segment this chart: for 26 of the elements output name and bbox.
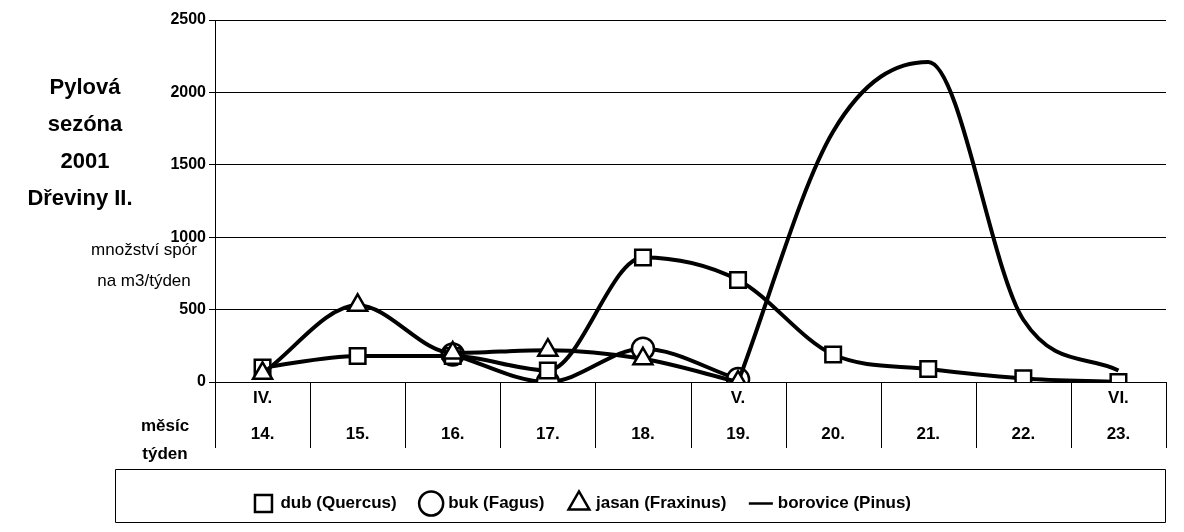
y-tick-label: 2500 bbox=[170, 10, 207, 28]
x-tick-label: 18. bbox=[631, 423, 655, 443]
text: VI. bbox=[1108, 387, 1129, 407]
y-tick-label: 2000 bbox=[170, 82, 207, 100]
x-tick-label: 17. bbox=[536, 423, 560, 443]
x-tick-label: 22. bbox=[1011, 423, 1036, 443]
text: IV. bbox=[252, 387, 273, 407]
text: V. bbox=[730, 387, 746, 407]
legend-label: borovice (Pinus) bbox=[777, 493, 912, 513]
x-tick-label: 19. bbox=[726, 423, 750, 443]
text: měsíc bbox=[140, 415, 190, 435]
x-tick-label: 20. bbox=[821, 423, 845, 443]
y-tick-label: 500 bbox=[179, 300, 207, 318]
x-tick-label: 21. bbox=[916, 423, 941, 443]
y-tick-label: 1500 bbox=[170, 155, 207, 173]
legend-label: buk (Fagus) bbox=[448, 493, 545, 513]
legend-label: jasan (Fraxinus) bbox=[594, 493, 727, 513]
text: týden bbox=[142, 443, 188, 463]
x-tick-label: 23. bbox=[1106, 423, 1131, 443]
x-tick-label: 16. bbox=[440, 423, 465, 443]
x-tick-label: 14. bbox=[250, 423, 275, 443]
x-tick-label: 15. bbox=[345, 423, 370, 443]
legend-label: dub (Quercus) bbox=[280, 493, 397, 513]
y-tick-label: 0 bbox=[197, 372, 207, 390]
text: Dřeviny II. bbox=[26, 185, 134, 211]
text: Pylová sezóna 2001 bbox=[46, 73, 124, 175]
